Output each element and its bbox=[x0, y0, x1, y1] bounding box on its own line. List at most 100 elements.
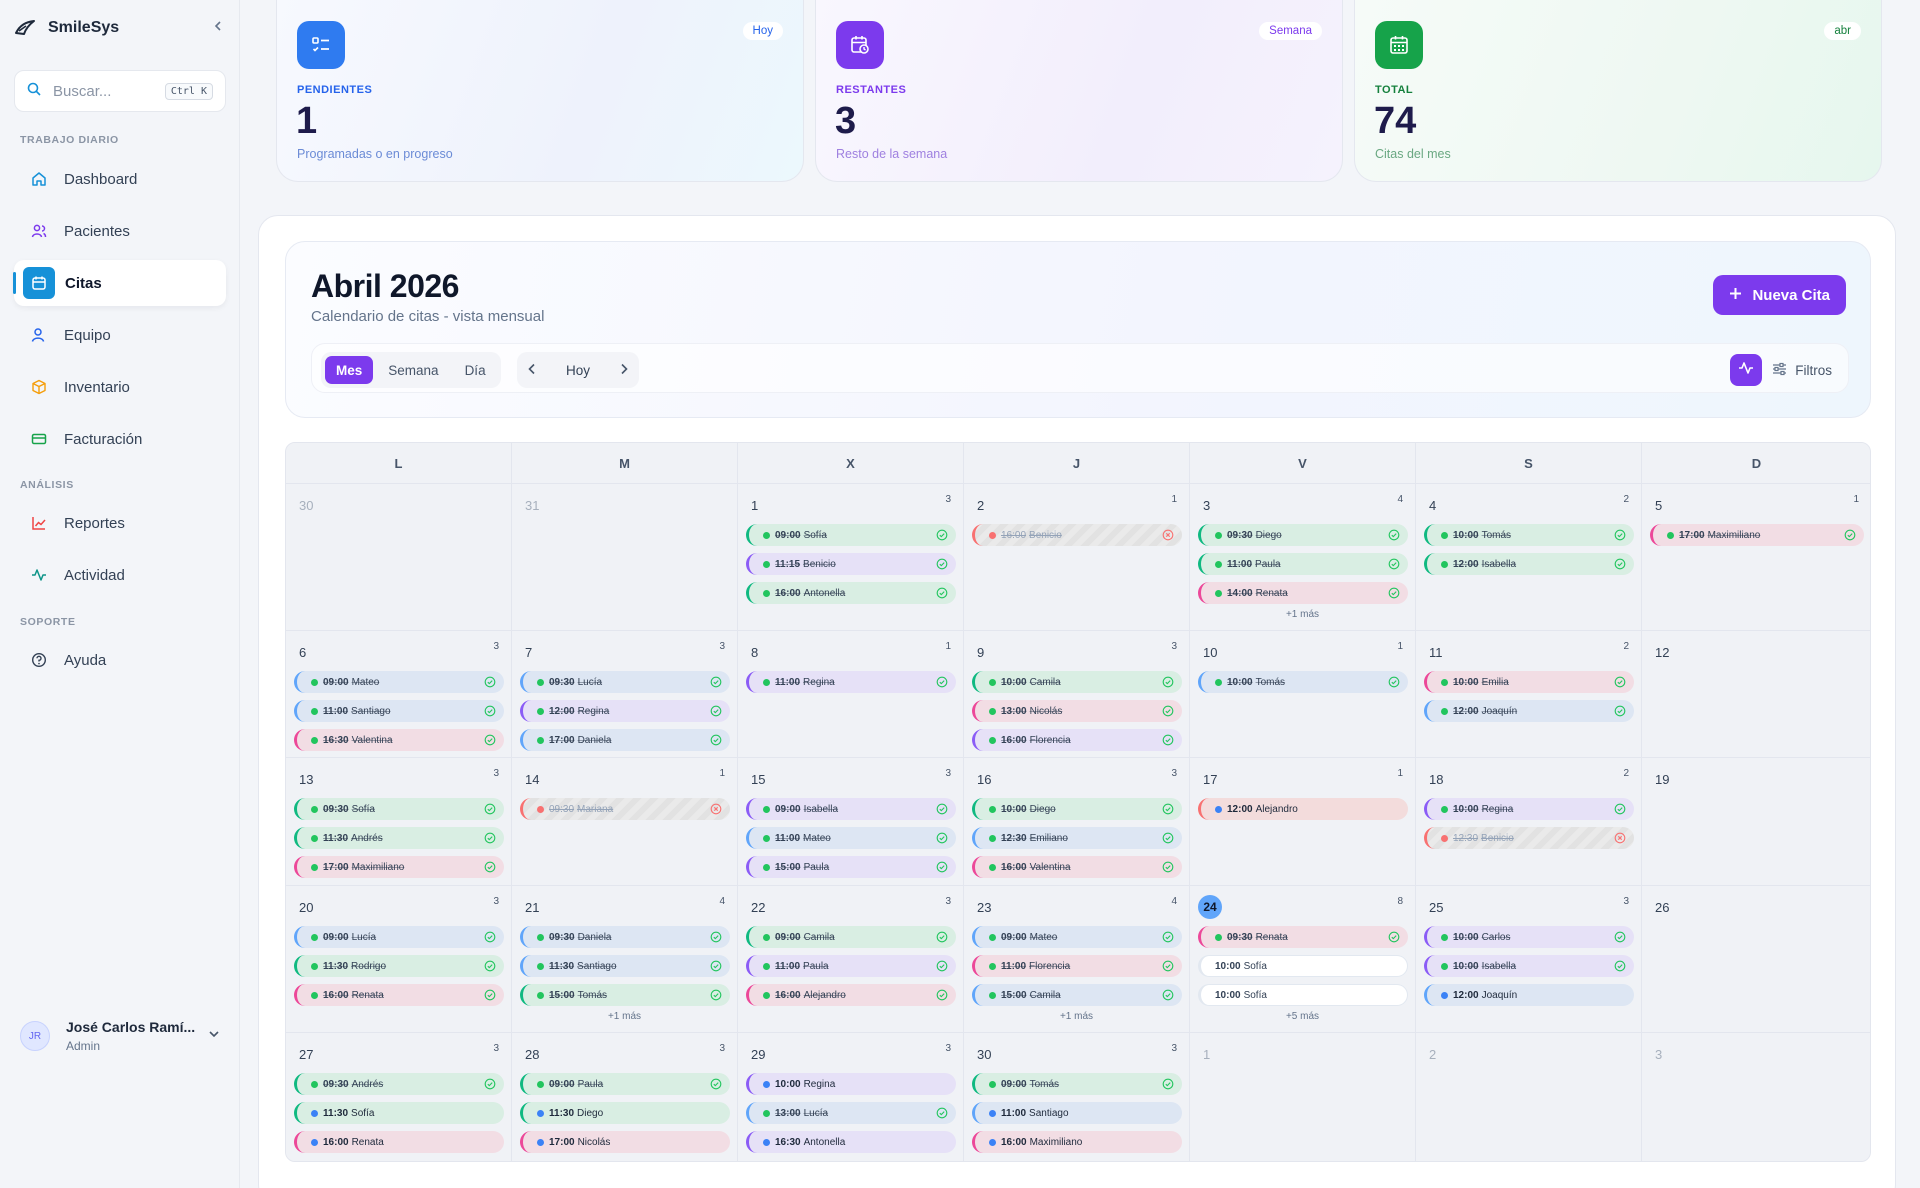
appointment-chip[interactable]: 11:00 Paula bbox=[746, 955, 956, 977]
appointment-chip[interactable]: 12:30 Benicio bbox=[1424, 827, 1634, 849]
day-cell[interactable]: 1 bbox=[1190, 1033, 1416, 1161]
sidebar-item-pacientes[interactable]: Pacientes bbox=[14, 208, 226, 254]
appointment-chip[interactable]: 09:00 Paula bbox=[520, 1073, 730, 1095]
appointment-chip[interactable]: 11:00 Mateo bbox=[746, 827, 956, 849]
day-cell[interactable]: 3 4 09:30 Diego 11:00 Paula 14:00 Renata +1 más bbox=[1190, 484, 1416, 631]
appointment-chip[interactable]: 11:00 Santiago bbox=[972, 1102, 1182, 1124]
search-input[interactable] bbox=[53, 82, 153, 100]
day-cell[interactable]: 17 1 12:00 Alejandro bbox=[1190, 758, 1416, 886]
day-cell[interactable]: 9 3 10:00 Camila 13:00 Nicolás 16:00 Florencia bbox=[964, 631, 1190, 758]
appointment-chip[interactable]: 12:00 Alejandro bbox=[1198, 798, 1408, 820]
appointment-chip[interactable]: 10:00 Tomás bbox=[1424, 524, 1634, 546]
appointment-chip[interactable]: 11:30 Diego bbox=[520, 1102, 730, 1124]
day-cell[interactable]: 6 3 09:00 Mateo 11:00 Santiago 16:30 Valentina bbox=[286, 631, 512, 758]
day-cell[interactable]: 2 1 16:00 Benicio bbox=[964, 484, 1190, 631]
appointment-chip[interactable]: 10:00 Regina bbox=[1424, 798, 1634, 820]
sidebar-item-facturacion[interactable]: Facturación bbox=[14, 416, 226, 462]
day-cell[interactable]: 14 1 09:30 Mariana bbox=[512, 758, 738, 886]
appointment-chip[interactable]: 11:30 Andrés bbox=[294, 827, 504, 849]
appointment-chip[interactable]: 12:30 Emiliano bbox=[972, 827, 1182, 849]
day-cell[interactable]: 27 3 09:30 Andrés 11:30 Sofía 16:00 Renata bbox=[286, 1033, 512, 1161]
appointment-chip[interactable]: 16:00 Maximiliano bbox=[972, 1131, 1182, 1153]
day-cell[interactable]: 3 bbox=[1642, 1033, 1870, 1161]
day-cell[interactable]: 4 2 10:00 Tomás 12:00 Isabella bbox=[1416, 484, 1642, 631]
day-cell[interactable]: 21 4 09:30 Daniela 11:30 Santiago 15:00 Tomás +1… bbox=[512, 886, 738, 1033]
appointment-chip[interactable]: 10:00 Isabella bbox=[1424, 955, 1634, 977]
view-day-button[interactable]: Día bbox=[464, 362, 486, 378]
appointment-chip[interactable]: 14:00 Renata bbox=[1198, 582, 1408, 604]
appointment-chip[interactable]: 17:00 Maximiliano bbox=[294, 856, 504, 878]
sidebar-item-ayuda[interactable]: Ayuda bbox=[14, 637, 226, 683]
appointment-chip[interactable]: 16:00 Florencia bbox=[972, 729, 1182, 751]
more-appointments-link[interactable]: +1 más bbox=[607, 1011, 642, 1022]
day-cell[interactable]: 29 3 10:00 Regina 13:00 Lucía 16:30 Antonella bbox=[738, 1033, 964, 1161]
day-cell[interactable]: 20 3 09:00 Lucía 11:30 Rodrigo 16:00 Renata bbox=[286, 886, 512, 1033]
appointment-chip[interactable]: 09:00 Lucía bbox=[294, 926, 504, 948]
appointment-chip[interactable]: 11:30 Sofía bbox=[294, 1102, 504, 1124]
appointment-chip[interactable]: 09:30 Renata bbox=[1198, 926, 1408, 948]
day-cell[interactable]: 5 1 17:00 Maximiliano bbox=[1642, 484, 1870, 631]
day-cell[interactable]: 18 2 10:00 Regina 12:30 Benicio bbox=[1416, 758, 1642, 886]
appointment-chip[interactable]: 10:00 Tomás bbox=[1198, 671, 1408, 693]
day-cell[interactable]: 23 4 09:00 Mateo 11:00 Florencia 15:00 Camila +1… bbox=[964, 886, 1190, 1033]
appointment-chip[interactable]: 09:30 Andrés bbox=[294, 1073, 504, 1095]
appointment-chip[interactable]: 11:15 Benicio bbox=[746, 553, 956, 575]
appointment-chip[interactable]: 16:00 Alejandro bbox=[746, 984, 956, 1006]
appointment-chip[interactable]: 11:00 Regina bbox=[746, 671, 956, 693]
day-cell[interactable]: 7 3 09:30 Lucía 12:00 Regina 17:00 Daniela bbox=[512, 631, 738, 758]
appointment-chip[interactable]: 09:30 Sofía bbox=[294, 798, 504, 820]
appointment-chip[interactable]: 09:00 Camila bbox=[746, 926, 956, 948]
appointment-chip[interactable]: 12:00 Regina bbox=[520, 700, 730, 722]
appointment-chip[interactable]: 10:00 Carlos bbox=[1424, 926, 1634, 948]
appointment-chip[interactable]: 10:00 Diego bbox=[972, 798, 1182, 820]
sidebar-item-citas[interactable]: Citas bbox=[13, 260, 226, 306]
chevron-left-icon[interactable] bbox=[527, 363, 537, 378]
day-cell[interactable]: 22 3 09:00 Camila 11:00 Paula 16:00 Alejandro bbox=[738, 886, 964, 1033]
collapse-sidebar-icon[interactable] bbox=[212, 19, 224, 37]
day-cell[interactable]: 30 3 09:00 Tomás 11:00 Santiago 16:00 Maximilia… bbox=[964, 1033, 1190, 1161]
day-cell[interactable]: 28 3 09:00 Paula 11:30 Diego 17:00 Nicolás bbox=[512, 1033, 738, 1161]
day-cell[interactable]: 30 bbox=[286, 484, 512, 631]
appointment-chip[interactable]: 15:00 Tomás bbox=[520, 984, 730, 1006]
search-box[interactable]: Ctrl K bbox=[14, 70, 226, 112]
appointment-chip[interactable]: 11:00 Santiago bbox=[294, 700, 504, 722]
appointment-chip[interactable]: 16:00 Antonella bbox=[746, 582, 956, 604]
appointment-chip[interactable]: 09:00 Mateo bbox=[972, 926, 1182, 948]
sidebar-item-actividad[interactable]: Actividad bbox=[14, 552, 226, 598]
day-cell[interactable]: 25 3 10:00 Carlos 10:00 Isabella 12:00 Joaquín bbox=[1416, 886, 1642, 1033]
appointment-chip[interactable]: 16:30 Valentina bbox=[294, 729, 504, 751]
appointment-chip[interactable]: 11:00 Florencia bbox=[972, 955, 1182, 977]
day-cell[interactable]: 26 bbox=[1642, 886, 1870, 1033]
appointment-chip[interactable]: 16:00 Valentina bbox=[972, 856, 1182, 878]
today-button[interactable]: Hoy bbox=[565, 362, 590, 378]
appointment-chip[interactable]: 15:00 Paula bbox=[746, 856, 956, 878]
sidebar-item-inventario[interactable]: Inventario bbox=[14, 364, 226, 410]
appointment-chip[interactable]: 16:30 Antonella bbox=[746, 1131, 956, 1153]
day-cell[interactable]: 1 3 09:00 Sofía 11:15 Benicio 16:00 Antonella bbox=[738, 484, 964, 631]
appointment-chip[interactable]: 10:00 Sofía bbox=[1198, 984, 1408, 1006]
day-cell[interactable]: 19 bbox=[1642, 758, 1870, 886]
appointment-chip[interactable]: 13:00 Nicolás bbox=[972, 700, 1182, 722]
more-appointments-link[interactable]: +5 más bbox=[1285, 1011, 1320, 1022]
appointment-chip[interactable]: 16:00 Renata bbox=[294, 1131, 504, 1153]
new-appointment-button[interactable]: Nueva Cita bbox=[1713, 275, 1846, 315]
view-month-button[interactable]: Mes bbox=[325, 356, 374, 384]
filters-button[interactable]: Filtros bbox=[1772, 356, 1832, 384]
day-cell[interactable]: 11 2 10:00 Emilia 12:00 Joaquín bbox=[1416, 631, 1642, 758]
chevron-right-icon[interactable] bbox=[619, 363, 629, 378]
day-cell[interactable]: 24 8 09:30 Renata 10:00 Sofía 10:00 Sofía +5 más bbox=[1190, 886, 1416, 1033]
appointment-chip[interactable]: 09:30 Daniela bbox=[520, 926, 730, 948]
appointment-chip[interactable]: 13:00 Lucía bbox=[746, 1102, 956, 1124]
appointment-chip[interactable]: 17:00 Daniela bbox=[520, 729, 730, 751]
day-cell[interactable]: 2 bbox=[1416, 1033, 1642, 1161]
activity-toggle-button[interactable] bbox=[1730, 354, 1762, 386]
appointment-chip[interactable]: 11:00 Paula bbox=[1198, 553, 1408, 575]
appointment-chip[interactable]: 09:00 Mateo bbox=[294, 671, 504, 693]
day-cell[interactable]: 13 3 09:30 Sofía 11:30 Andrés 17:00 Maximiliano bbox=[286, 758, 512, 886]
appointment-chip[interactable]: 17:00 Nicolás bbox=[520, 1131, 730, 1153]
user-menu[interactable]: JR José Carlos Ramí... Admin bbox=[14, 1010, 226, 1062]
appointment-chip[interactable]: 16:00 Benicio bbox=[972, 524, 1182, 546]
sidebar-item-dashboard[interactable]: Dashboard bbox=[14, 156, 226, 202]
sidebar-item-equipo[interactable]: Equipo bbox=[14, 312, 226, 358]
day-cell[interactable]: 12 bbox=[1642, 631, 1870, 758]
